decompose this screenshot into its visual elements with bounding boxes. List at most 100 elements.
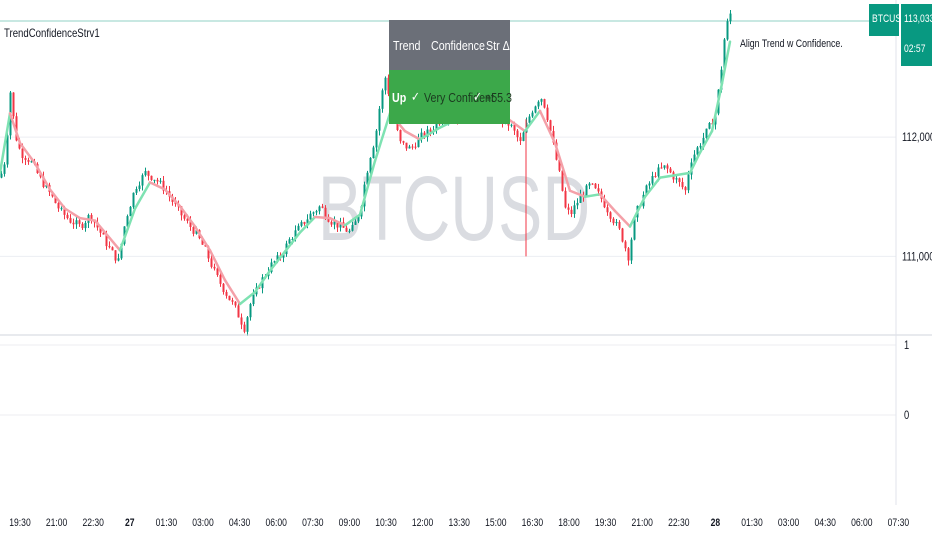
candle-up [378, 108, 381, 131]
candle-down [543, 99, 546, 108]
candle-up [366, 172, 369, 185]
candle-down [57, 203, 60, 209]
candle-down [216, 268, 219, 276]
candle-down [219, 275, 222, 284]
candle-up [117, 258, 120, 261]
confidence-value: Very Confident [424, 90, 494, 105]
candle-up [705, 128, 708, 138]
indicator-tick-label: 1 [904, 339, 909, 352]
candle-down [156, 179, 159, 182]
candle-up [195, 230, 198, 234]
candle-up [651, 176, 654, 184]
time-scale[interactable]: 19:30 21:00 22:30 27 01:30 03:00 04:30 06:00 07:… [9, 517, 909, 529]
trend-line-segment [403, 129, 422, 141]
candle-down [213, 266, 216, 269]
trend-line-segment [208, 249, 227, 282]
candle-up [141, 175, 144, 186]
candle-up [129, 206, 132, 217]
candle-down [681, 181, 684, 188]
trend-line-segment [508, 119, 527, 133]
trend-line-segment [720, 40, 732, 85]
trend-line-segment [568, 189, 587, 198]
trend-line-segment [93, 219, 112, 240]
candle-up [615, 221, 618, 224]
candle-up [288, 239, 291, 244]
candle-up [537, 101, 540, 107]
time-tick-label: 06:00 [851, 517, 873, 529]
time-tick-label: 07:30 [302, 517, 324, 529]
candle-up [135, 189, 138, 193]
trend-line-segment [698, 129, 714, 154]
time-tick-label: 04:30 [814, 517, 836, 529]
candle-up [528, 116, 531, 123]
candle-up [132, 192, 135, 207]
price-scale[interactable]: 112,000 111,000 [902, 131, 932, 264]
trend-line-segment [598, 193, 617, 213]
candle-up [531, 112, 534, 117]
candle-up [144, 171, 147, 176]
candle-up [657, 167, 660, 177]
candle-down [108, 246, 111, 248]
candle-up [291, 239, 294, 241]
candle-down [606, 207, 609, 213]
candle-up [300, 222, 303, 226]
candle-down [27, 159, 30, 162]
candle-down [90, 214, 93, 221]
trend-line-segment [613, 209, 632, 228]
candle-up [354, 221, 357, 225]
candle-down [591, 183, 594, 185]
candle-up [30, 161, 33, 163]
candle-down [624, 241, 627, 249]
candle-down [321, 206, 324, 208]
candle-down [324, 207, 327, 218]
candle-down [405, 142, 408, 149]
bar-countdown: 02:57 [904, 43, 926, 55]
trend-line-segment [358, 159, 377, 216]
time-tick-label: 09:00 [339, 517, 361, 529]
trend-line-segment [193, 225, 212, 252]
candle-down [399, 129, 402, 142]
candle-down [423, 132, 426, 137]
candle-up [297, 225, 300, 231]
candle-down [621, 228, 624, 242]
trend-line-segment [268, 250, 287, 272]
indicator-scale[interactable]: 10 [904, 339, 909, 422]
candle-up [522, 132, 525, 141]
candle-down [183, 215, 186, 219]
candle-down [243, 324, 246, 332]
time-tick-label: 10:30 [375, 517, 397, 529]
time-tick-label: 21:00 [631, 517, 653, 529]
candle-down [666, 165, 669, 169]
candle-down [201, 238, 204, 245]
trend-line-segment [148, 181, 167, 191]
candle-up [708, 123, 711, 129]
candle-up [309, 213, 312, 220]
candle-down [546, 107, 549, 121]
trend-line-segment [298, 215, 317, 234]
candle-up [312, 212, 315, 214]
trend-line-segment [418, 126, 442, 141]
time-tick-label: 19:30 [9, 517, 31, 529]
candle-up [348, 230, 351, 232]
candle-down [21, 148, 24, 159]
candle-up [534, 106, 537, 113]
candle-up [138, 185, 141, 190]
candle-up [375, 130, 378, 148]
header-trend: Trend [393, 38, 421, 53]
grid-lines [0, 136, 896, 416]
candle-down [594, 183, 597, 189]
indicator-title[interactable]: TrendConfidenceStrv1 [4, 26, 100, 40]
candle-up [333, 221, 336, 225]
trend-line-segment [178, 204, 197, 228]
candle-up [318, 206, 321, 212]
candle-up [585, 185, 588, 197]
candle-up [408, 146, 411, 149]
trend-line-segment [0, 112, 12, 175]
time-tick-label: 12:00 [412, 517, 434, 529]
trend-line-segment [78, 216, 97, 222]
candle-down [411, 146, 414, 148]
candle-down [228, 295, 231, 301]
candle-down [207, 246, 210, 259]
candle-up [702, 137, 705, 146]
